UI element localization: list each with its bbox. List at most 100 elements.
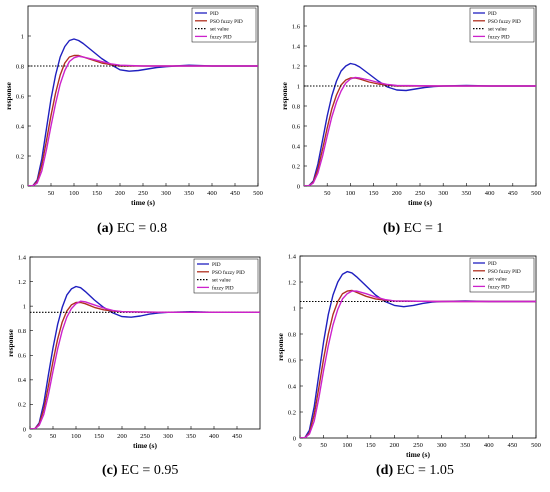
x-axis-label: time (s) [408,198,432,207]
x-tick-label: 0 [298,442,301,449]
caption-text: EC = 1 [404,221,444,236]
x-tick-label: 300 [163,433,173,440]
x-tick-label: 200 [117,433,127,440]
x-tick-label: 350 [186,433,196,440]
x-tick-label: 200 [392,190,402,197]
y-tick-label: 1.2 [292,63,300,70]
legend-label: PSO fuzzy PID [212,269,245,276]
caption-letter: (c) [102,463,118,478]
x-tick-label: 150 [366,442,376,449]
legend-label: PSO fuzzy PID [488,268,521,275]
y-axis-label: response [276,332,285,360]
x-tick-label: 50 [324,190,331,197]
legend-label: PSO fuzzy PID [488,18,521,25]
x-tick-label: 400 [485,190,495,197]
caption-c: (c) EC = 0.95 [102,463,178,479]
x-tick-label: 250 [413,442,423,449]
chart-panel-b: 50 100 150 200 250 300 350 400 450 500 0 0.2 0.4 0.6 0… [280,6,541,207]
legend-label: set value [212,278,231,284]
y-tick-label: 0.8 [292,103,300,110]
y-tick-label: 0.2 [288,409,296,416]
x-tick-label: 200 [115,190,125,197]
y-tick-label: 0.4 [18,377,27,384]
y-tick-label: 0 [21,183,24,190]
x-tick-label: 450 [508,190,518,197]
legend: PIDPSO fuzzy PID set valuefuzzy PID [194,259,258,293]
x-tick-label: 350 [184,190,194,197]
caption-a: (a) EC = 0.8 [97,221,167,237]
y-tick-label: 0.2 [16,153,24,160]
chart-panel-d: 0 50 100 150 200 250 300 350 400 450 500 0 0.2 0.4 0.6… [276,253,541,459]
x-tick-label: 500 [531,442,541,449]
legend-label: PSO fuzzy PID [210,18,243,25]
caption-text: EC = 0.95 [121,463,178,478]
x-tick-label: 500 [531,190,541,197]
x-tick-label: 50 [48,190,55,197]
y-tick-label: 0.2 [292,163,300,170]
y-tick-label: 0.6 [292,123,301,130]
y-tick-label: 1.2 [18,279,26,286]
y-tick-label: 1 [293,305,296,312]
y-axis-label: response [6,328,15,356]
x-tick-label: 400 [207,190,217,197]
y-tick-label: 0 [297,183,300,190]
x-tick-label: 450 [230,190,240,197]
legend-label: PID [488,11,497,17]
x-tick-label: 300 [161,190,171,197]
y-tick-label: 0.2 [18,402,26,409]
legend-label: fuzzy PID [488,283,510,290]
x-tick-label: 100 [342,442,352,449]
y-tick-label: 1 [21,33,24,40]
y-tick-label: 1.4 [18,254,27,261]
legend-label: set value [488,277,507,283]
y-tick-label: 1.2 [288,279,296,286]
legend-label: PID [488,261,497,267]
y-tick-label: 0 [23,426,26,433]
legend-label: fuzzy PID [212,284,234,291]
x-tick-label: 400 [209,433,219,440]
legend-label: fuzzy PID [488,33,510,40]
x-tick-label: 250 [138,190,148,197]
y-tick-label: 1.4 [292,43,301,50]
y-tick-label: 0.4 [292,143,301,150]
y-tick-label: 1.6 [292,23,301,30]
x-tick-label: 150 [369,190,379,197]
y-tick-label: 0.8 [288,331,296,338]
legend-label: fuzzy PID [210,33,232,40]
x-tick-label: 400 [484,442,494,449]
y-tick-label: 0 [293,435,296,442]
x-tick-label: 100 [69,190,79,197]
x-tick-label: 100 [346,190,356,197]
y-tick-label: 0.8 [18,328,26,335]
caption-letter: (a) [97,221,113,236]
caption-text: EC = 1.05 [397,463,454,478]
caption-b: (b) EC = 1 [383,221,443,237]
chart-panel-c: 0 50 100 150 200 250 300 350 400 450 0 0.2 0.4 0.6 0.8… [6,254,260,450]
x-tick-label: 500 [253,190,263,197]
legend-label: set value [488,27,507,33]
legend-label: set value [210,27,229,33]
caption-d: (d) EC = 1.05 [376,463,454,479]
x-tick-label: 50 [320,442,327,449]
x-tick-label: 300 [437,442,447,449]
x-axis-label: time (s) [406,450,430,459]
y-tick-label: 0.6 [18,353,27,360]
y-tick-label: 1 [297,83,300,90]
x-tick-label: 150 [94,433,104,440]
x-tick-label: 450 [508,442,518,449]
x-tick-label: 150 [92,190,102,197]
x-tick-label: 350 [462,190,472,197]
y-tick-label: 1 [23,303,26,310]
y-axis-label: response [4,81,13,109]
caption-text: EC = 0.8 [117,221,167,236]
x-tick-label: 200 [390,442,400,449]
y-tick-label: 0.6 [288,357,297,364]
x-tick-label: 50 [50,433,57,440]
legend-label: PID [210,11,219,17]
x-tick-label: 250 [415,190,425,197]
x-axis-label: time (s) [133,441,157,450]
chart-panel-a: 50 100 150 200 250 300 350 400 450 500 0 0.2 0.4 0.6 0… [4,6,263,207]
